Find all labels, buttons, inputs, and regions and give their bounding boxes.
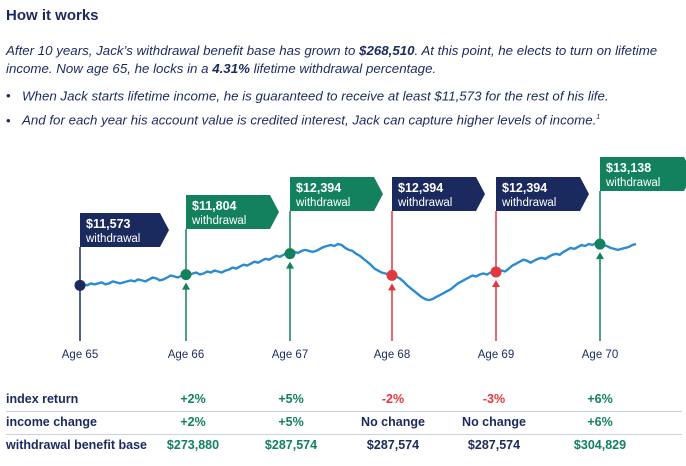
- withdrawal-marker: $12,394 withdrawal: [490, 177, 589, 341]
- callout-amount: $12,394: [296, 181, 341, 195]
- age-label: Age 67: [272, 349, 308, 361]
- withdrawal-marker: $13,138 withdrawal: [594, 157, 686, 341]
- marker-point: [74, 279, 86, 291]
- intro-percentage: 4.31%: [212, 61, 250, 76]
- table-row: income change +2% +5% No change No chang…: [6, 412, 682, 435]
- age-label: Age 65: [62, 349, 98, 361]
- income-chart: $11,573 withdrawal Age 65 $11,804 withdrawal…: [62, 157, 686, 361]
- table-cell: -2%: [381, 392, 405, 406]
- callout-amount: $11,573: [86, 217, 131, 231]
- row-label: income change: [6, 415, 97, 429]
- bullet-text: When Jack starts lifetime income, he is …: [22, 88, 609, 104]
- marker-point: [284, 248, 296, 260]
- bullet-footnote: 1: [596, 114, 601, 122]
- results-table: index return +2% +5% -2% -3% +6% income …: [6, 389, 682, 457]
- row-label: withdrawal benefit base: [6, 438, 148, 452]
- arrow-up-icon: [596, 252, 604, 260]
- table-cell: No change: [462, 415, 526, 429]
- callout-box: [496, 177, 589, 211]
- arrow-up-icon: [182, 282, 190, 290]
- bullet-item: • And for each year his account value is …: [6, 112, 601, 128]
- bullet-text: And for each year his account value is c…: [22, 112, 597, 128]
- callout-amount: $13,138: [606, 161, 651, 175]
- table-row: index return +2% +5% -2% -3% +6%: [6, 389, 682, 412]
- callout-box: [186, 195, 279, 229]
- callout-amount: $11,804: [192, 199, 237, 213]
- table-cell: $273,880: [166, 438, 220, 452]
- account-value-line: [79, 241, 637, 302]
- intro-text-3: lifetime withdrawal percentage.: [249, 61, 437, 76]
- callout-box: [80, 213, 169, 247]
- table-cell: $304,829: [573, 438, 627, 452]
- callout-amount: $12,394: [502, 181, 547, 195]
- bullet-list: • When Jack starts lifetime income, he is…: [6, 83, 684, 132]
- callout-box: [600, 157, 686, 191]
- withdrawal-marker: $12,394 withdrawal: [386, 177, 485, 341]
- callout-label: withdrawal: [191, 215, 246, 227]
- table-row: withdrawal benefit base $273,880 $287,57…: [6, 435, 682, 457]
- table-cell: No change: [361, 415, 425, 429]
- callout-label: withdrawal: [85, 233, 140, 245]
- table-cell: +5%: [278, 392, 304, 406]
- table-cell: -3%: [482, 392, 506, 406]
- callout-box: [290, 177, 383, 211]
- intro-text-2: . At this point, he elects to turn on li…: [6, 43, 658, 76]
- callout-label: withdrawal: [605, 177, 660, 189]
- intro-base-amount: $268,510: [359, 43, 415, 58]
- table-cell: +6%: [587, 392, 613, 406]
- callout-label: withdrawal: [397, 197, 452, 209]
- withdrawal-marker: $11,804 withdrawal: [180, 195, 279, 341]
- withdrawal-marker: $12,394 withdrawal: [284, 177, 383, 341]
- withdrawal-marker: $11,573 withdrawal: [74, 213, 169, 341]
- table-cell: +2%: [180, 415, 206, 429]
- arrow-up-icon: [388, 283, 396, 291]
- table-cell: $287,574: [467, 438, 521, 452]
- marker-point: [490, 266, 502, 278]
- marker-point: [180, 269, 192, 281]
- intro-text-1: After 10 years, Jack’s withdrawal benefi…: [6, 43, 360, 58]
- intro-paragraph: After 10 years, Jack’s withdrawal benefi…: [6, 42, 682, 78]
- table-cell: $287,574: [264, 438, 318, 452]
- bullet-item: • When Jack starts lifetime income, he is…: [6, 88, 609, 104]
- table-cell: +6%: [587, 415, 613, 429]
- callout-label: withdrawal: [501, 197, 556, 209]
- table-cell: +5%: [278, 415, 304, 429]
- callout-amount: $12,394: [398, 181, 443, 195]
- page-title: How it works: [6, 7, 99, 24]
- arrow-up-icon: [286, 261, 294, 269]
- callout-box: [392, 177, 485, 211]
- callout-label: withdrawal: [295, 197, 350, 209]
- table-cell: $287,574: [366, 438, 420, 452]
- age-label: Age 66: [168, 349, 204, 361]
- arrow-up-icon: [492, 280, 500, 288]
- age-label: Age 70: [582, 349, 618, 361]
- age-label: Age 68: [374, 349, 410, 361]
- marker-point: [594, 238, 606, 250]
- marker-point: [386, 269, 398, 281]
- table-cell: +2%: [180, 392, 206, 406]
- row-label: index return: [6, 392, 79, 406]
- age-label: Age 69: [478, 349, 514, 361]
